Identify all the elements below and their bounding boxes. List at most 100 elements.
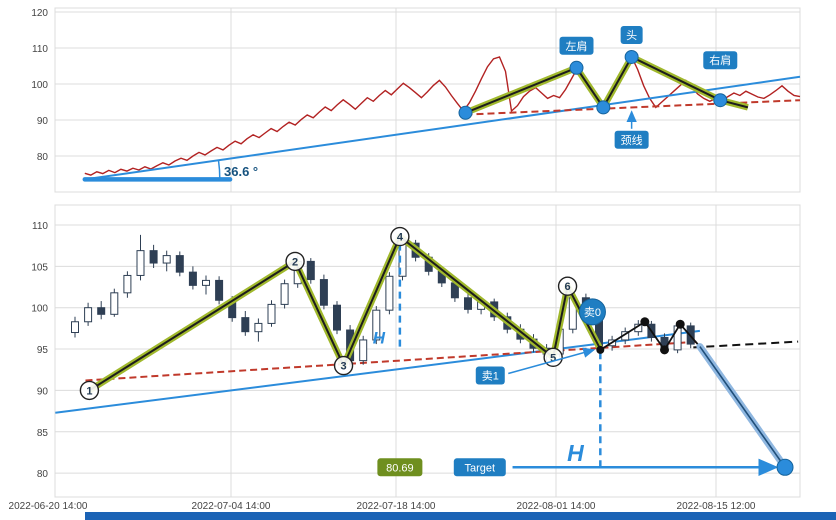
bottom-y-tick-label: 110 xyxy=(32,221,48,232)
black-zigzag-dot xyxy=(640,317,650,327)
candle-down xyxy=(215,279,224,301)
bottom-bar[interactable] xyxy=(85,512,836,520)
target-price-badge: 80.69 xyxy=(377,458,423,477)
black-zigzag-dot xyxy=(675,319,685,329)
candle-down xyxy=(149,250,158,264)
sell1-badge-box xyxy=(475,366,505,385)
x-tick-label: 2022-08-15 12:00 xyxy=(677,501,756,512)
h-label-large: H xyxy=(567,440,584,466)
black-dashed-line xyxy=(693,340,799,349)
candle-up xyxy=(280,283,289,305)
x-tick-label: 2022-08-01 14:00 xyxy=(517,501,596,512)
candle-up xyxy=(162,255,171,264)
top-neckline-dashed xyxy=(465,99,801,116)
top-y-tick-label: 120 xyxy=(31,8,48,19)
left-shoulder-label-text: 左肩 xyxy=(566,39,588,53)
target-price-badge-box xyxy=(377,458,423,477)
bottom-y-tick-label: 80 xyxy=(37,469,49,480)
top-panel-border xyxy=(54,7,801,193)
candle-up xyxy=(372,309,381,341)
pivot-number: 2 xyxy=(292,256,298,268)
top-grid xyxy=(55,8,800,192)
pattern-dot xyxy=(596,100,611,115)
candle-up xyxy=(123,274,132,294)
pivot-marker-2: 2 xyxy=(285,251,305,272)
candle-down xyxy=(241,317,250,333)
top-y-tick-label: 100 xyxy=(31,80,48,91)
pivot-circle xyxy=(285,251,305,272)
candle-down xyxy=(306,260,315,281)
bottom-y-tick-label: 105 xyxy=(31,262,48,273)
candle-up xyxy=(359,339,368,362)
right-shoulder-label-text: 右肩 xyxy=(709,53,731,67)
head-label-box xyxy=(620,26,643,44)
angle-arc xyxy=(217,160,221,180)
candle-down xyxy=(319,279,328,306)
price-line xyxy=(84,55,801,176)
pivot-number: 6 xyxy=(564,281,570,293)
x-tick-label: 2022-07-18 14:00 xyxy=(357,501,436,512)
candle-down xyxy=(188,271,197,286)
bottom-y-tick-label: 100 xyxy=(31,304,48,315)
sell0-badge: 卖0 xyxy=(578,298,606,326)
head-label: 头 xyxy=(620,26,643,44)
sell1-badge: 卖1 xyxy=(475,366,505,385)
pivot-marker-3: 3 xyxy=(333,355,354,376)
bottom-trendline xyxy=(55,329,700,414)
x-tick-label: 2022-06-20 14:00 xyxy=(9,501,88,512)
pivot-marker-1: 1 xyxy=(79,380,100,401)
bottom-panel-border xyxy=(54,204,801,498)
target-label-box xyxy=(453,458,506,477)
pivot-marker-4: 4 xyxy=(390,226,410,247)
candle-up xyxy=(202,279,210,286)
pivot-circle xyxy=(557,276,578,296)
neckline-label: 颈线 xyxy=(614,130,649,149)
pivot-number: 3 xyxy=(340,361,346,373)
pivot-marker-6: 6 xyxy=(557,276,578,296)
sell1-arrow xyxy=(508,347,596,375)
left-shoulder-label: 左肩 xyxy=(559,36,594,55)
x-tick-label: 2022-07-04 14:00 xyxy=(192,501,271,512)
pivot-number: 4 xyxy=(397,232,404,244)
candle-up xyxy=(84,307,93,323)
candle-down xyxy=(97,307,106,315)
right-shoulder-label: 右肩 xyxy=(703,51,738,70)
candle-up xyxy=(267,303,276,324)
pivot-number: 1 xyxy=(86,385,92,397)
left-shoulder-label-box xyxy=(559,36,594,55)
target-label-text: Target xyxy=(465,462,496,474)
top-trendline xyxy=(84,75,801,181)
bottom-neckline-dashed xyxy=(85,340,700,382)
target-price-badge-text: 80.69 xyxy=(386,462,414,474)
h-label-small: H xyxy=(373,328,386,347)
bottom-panel: 110 105 100 95 90 85 80 2022-06-20 14:00 2022-07… xyxy=(9,204,801,512)
bottom-y-tick-label: 95 xyxy=(37,345,49,356)
sell0-circle xyxy=(578,298,606,326)
pattern-dot xyxy=(713,93,728,108)
top-y-tick-label: 90 xyxy=(37,116,49,127)
pattern-dot xyxy=(569,60,584,75)
bottom-y-tick-label: 85 xyxy=(37,428,49,439)
candle-down xyxy=(333,304,341,331)
candle-up xyxy=(110,292,119,315)
candle-up xyxy=(385,275,394,311)
candle-down xyxy=(175,255,184,273)
candle-down xyxy=(464,297,472,310)
projection-line-core xyxy=(699,346,786,468)
target-label: Target xyxy=(453,458,506,477)
top-y-tick-label: 110 xyxy=(32,44,48,55)
black-zigzag-dot xyxy=(660,345,669,355)
breakdown-dot xyxy=(596,345,605,354)
candle-up xyxy=(254,322,263,333)
head-label-text: 头 xyxy=(626,29,637,42)
pivot-circle xyxy=(390,226,410,247)
target-dot xyxy=(776,458,794,476)
sell0-text: 卖0 xyxy=(584,306,601,319)
pivot-number: 5 xyxy=(550,352,556,364)
pivot-circle xyxy=(79,380,100,401)
pattern-dot xyxy=(624,50,639,64)
candle-up xyxy=(71,321,79,334)
candle-up xyxy=(136,250,145,276)
